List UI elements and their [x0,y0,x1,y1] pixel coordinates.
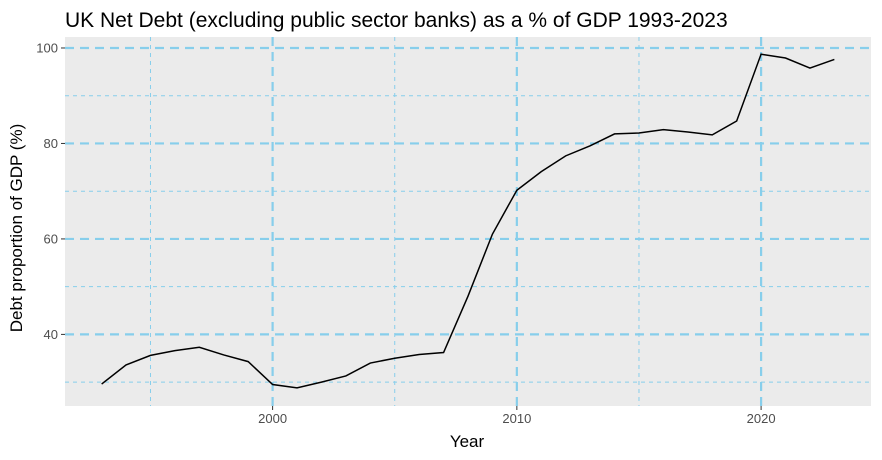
y-axis-title: Debt proportion of GDP (%) [7,124,26,333]
plot-panel [65,37,871,406]
y-tick-label: 40 [44,327,58,342]
x-axis-title: Year [450,432,485,451]
y-tick-label: 80 [44,136,58,151]
x-tick-label: 2020 [747,411,776,426]
x-tick-label: 2000 [258,411,287,426]
y-tick-label: 100 [36,40,58,55]
chart-title: UK Net Debt (excluding public sector ban… [65,9,728,32]
minor-gridlines [65,37,871,406]
major-gridlines [65,37,871,406]
x-tick-label: 2010 [502,411,531,426]
tick-labels: 2000 2010 2020 40 60 80 100 [36,40,775,426]
series-line [101,53,835,389]
y-tick-label: 60 [44,231,58,246]
axis-ticks [61,47,762,410]
